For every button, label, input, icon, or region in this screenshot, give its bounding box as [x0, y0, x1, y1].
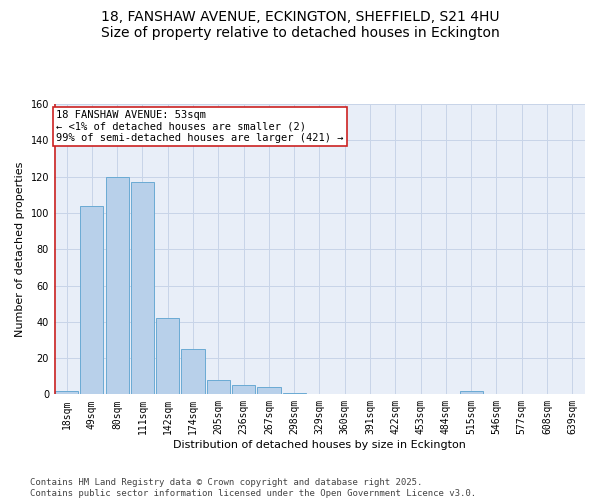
Bar — [55, 390, 78, 394]
Bar — [131, 182, 154, 394]
Bar — [181, 349, 205, 395]
Bar — [156, 318, 179, 394]
Bar — [460, 390, 483, 394]
Text: Contains HM Land Registry data © Crown copyright and database right 2025.
Contai: Contains HM Land Registry data © Crown c… — [30, 478, 476, 498]
Y-axis label: Number of detached properties: Number of detached properties — [15, 162, 25, 337]
Bar — [80, 206, 103, 394]
Bar — [257, 387, 281, 394]
Text: 18, FANSHAW AVENUE, ECKINGTON, SHEFFIELD, S21 4HU
Size of property relative to d: 18, FANSHAW AVENUE, ECKINGTON, SHEFFIELD… — [101, 10, 499, 40]
Bar — [106, 176, 129, 394]
Bar — [206, 380, 230, 394]
X-axis label: Distribution of detached houses by size in Eckington: Distribution of detached houses by size … — [173, 440, 466, 450]
Bar — [283, 392, 306, 394]
Bar — [232, 386, 255, 394]
Text: 18 FANSHAW AVENUE: 53sqm
← <1% of detached houses are smaller (2)
99% of semi-de: 18 FANSHAW AVENUE: 53sqm ← <1% of detach… — [56, 110, 343, 143]
